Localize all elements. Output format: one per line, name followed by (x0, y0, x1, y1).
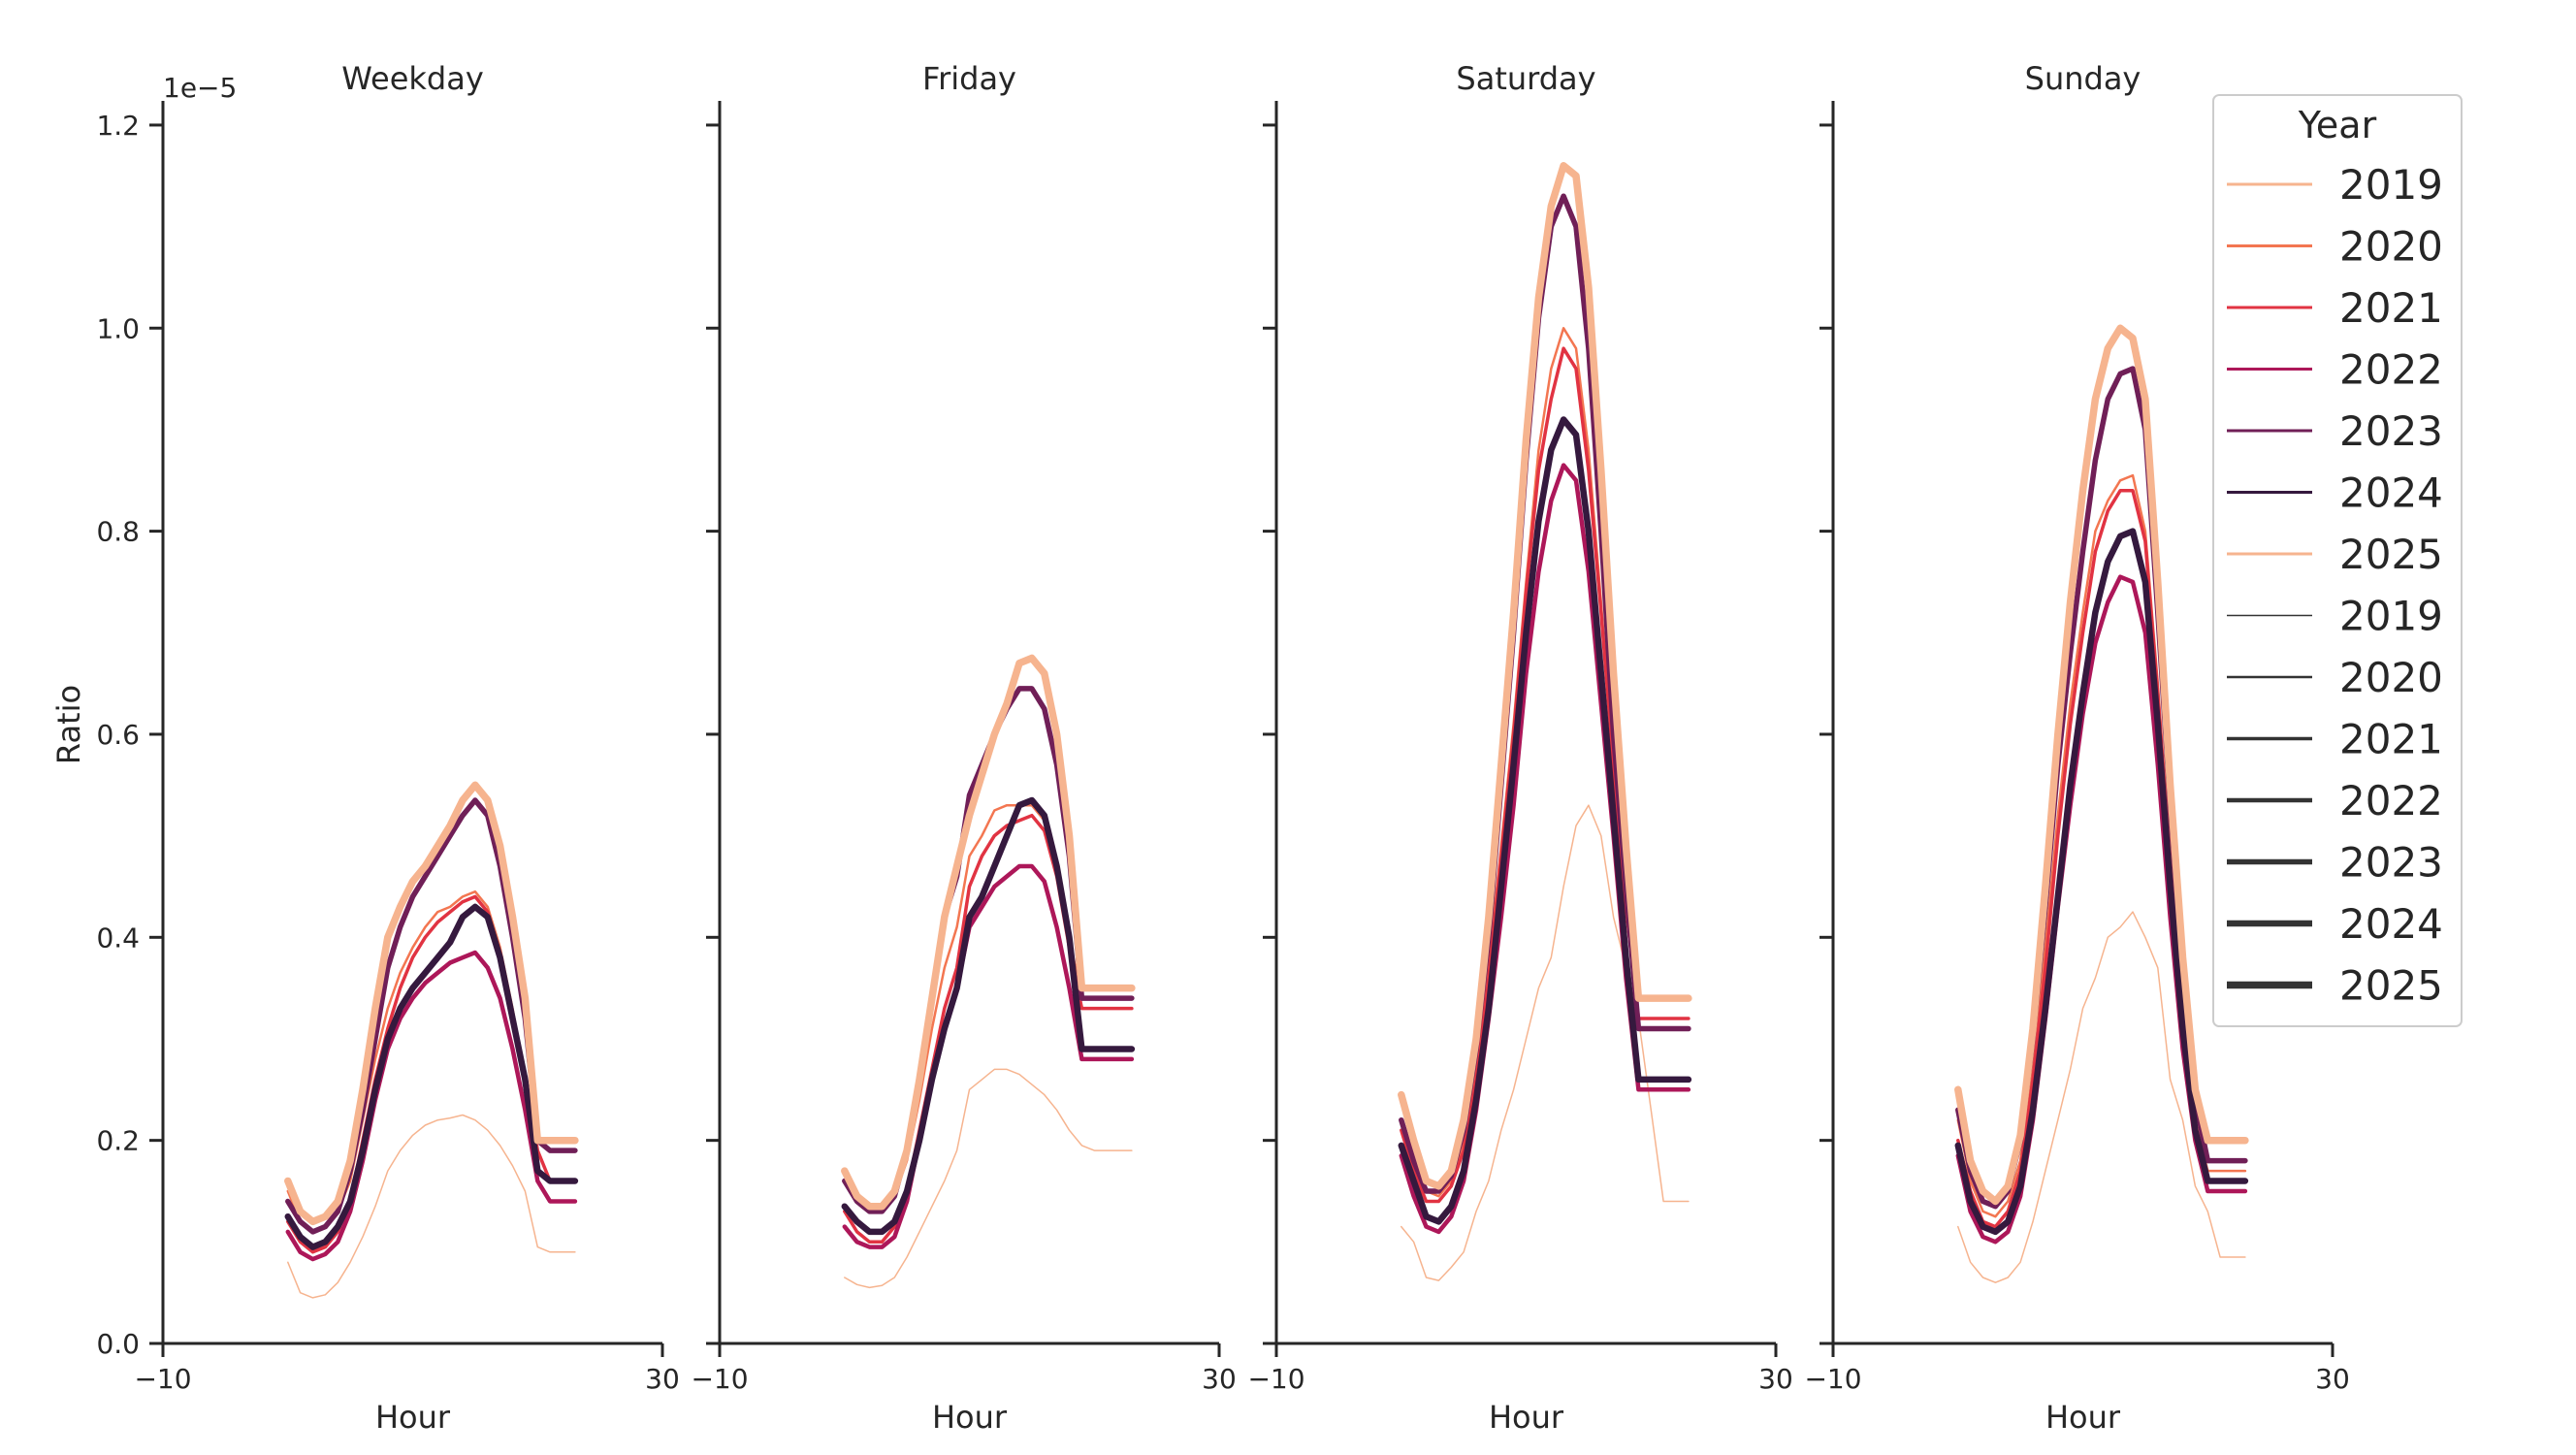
series-line-2022 (1399, 463, 1691, 1235)
y-tick-label: 0.8 (96, 516, 140, 548)
series-line-2019 (287, 1114, 576, 1299)
panel-title: Sunday (2025, 60, 2141, 97)
legend-label: 2025 (2339, 531, 2443, 578)
legend-label: 2020 (2339, 654, 2443, 701)
legend-item-2024: 2024 (2227, 469, 2443, 517)
x-tick-label: −10 (1247, 1363, 1304, 1395)
panel-saturday: Saturday −10 30 Hour (1247, 60, 1792, 1436)
legend-item-2019: 2019 (2227, 593, 2443, 640)
series-line-2024 (284, 903, 579, 1250)
legend-item-2022: 2022 (2227, 777, 2443, 824)
series-line-2023 (842, 686, 1135, 1214)
legend-item-2022: 2022 (2227, 346, 2443, 394)
legend-label: 2023 (2339, 839, 2443, 887)
legend-item-2023: 2023 (2227, 407, 2443, 455)
panel-title: Saturday (1456, 60, 1595, 97)
series-line-2019 (844, 1068, 1133, 1289)
legend-label: 2023 (2339, 407, 2443, 455)
x-tick-label: −10 (134, 1363, 191, 1395)
y-tick-label: 1.0 (96, 312, 140, 344)
x-axis-label: Hour (1489, 1399, 1564, 1436)
series-line-2024 (1954, 528, 2249, 1236)
legend-label: 2019 (2339, 161, 2443, 209)
x-tick-label: 30 (1758, 1363, 1793, 1395)
series-line-2023 (1399, 193, 1691, 1194)
panel-weekday: Weekday 0.0 0.2 0.4 0.6 0.8 1.0 1.2 −10 30 Hour (96, 60, 679, 1436)
x-tick-label: −10 (1804, 1363, 1861, 1395)
y-axis-scale-label: 1e−5 (163, 72, 237, 104)
legend-item-2025: 2025 (2227, 531, 2443, 578)
panel-title: Weekday (341, 60, 484, 97)
legend-label: 2021 (2339, 716, 2443, 763)
legend-title: Year (2298, 104, 2377, 146)
y-tick-label: 0.4 (96, 922, 140, 954)
y-tick-label: 0.0 (96, 1328, 140, 1360)
legend-label: 2022 (2339, 346, 2443, 394)
series-line-2019 (1957, 911, 2246, 1283)
legend-label: 2024 (2339, 469, 2443, 517)
x-tick-label: 30 (645, 1363, 680, 1395)
series-line-2025 (841, 654, 1136, 1211)
legend-item-2021: 2021 (2227, 284, 2443, 332)
legend: Year 2019 2020 2021 2022 2023 2024 2025 2019 2020… (2212, 94, 2463, 1027)
series-line-2022 (842, 863, 1135, 1249)
series-line-2024 (1398, 416, 1692, 1225)
legend-label: 2020 (2339, 223, 2443, 271)
series-line-2023 (1955, 366, 2248, 1210)
panel-title: Friday (922, 60, 1016, 97)
x-axis-label: Hour (2045, 1399, 2121, 1436)
y-tick-label: 1.2 (96, 110, 140, 142)
legend-item-2020: 2020 (2227, 654, 2443, 701)
series-line-2023 (285, 797, 578, 1235)
series-line-2025 (1954, 324, 2249, 1206)
x-axis-label: Hour (932, 1399, 1008, 1436)
series-line-2022 (285, 950, 578, 1262)
x-tick-label: 30 (1202, 1363, 1237, 1395)
panel-sunday: Sunday −10 30 Hour (1804, 60, 2349, 1436)
legend-item-2024: 2024 (2227, 900, 2443, 948)
legend-label: 2019 (2339, 593, 2443, 640)
series-line-2024 (841, 796, 1136, 1236)
legend-item-2025: 2025 (2227, 962, 2443, 1010)
legend-label: 2024 (2339, 900, 2443, 948)
series-line-2025 (284, 781, 579, 1226)
panel-friday: Friday −10 30 Hour (691, 60, 1236, 1436)
series-line-2025 (1398, 162, 1692, 1190)
y-tick-label: 0.6 (96, 719, 140, 751)
legend-item-2019: 2019 (2227, 161, 2443, 209)
legend-frame (2212, 94, 2463, 1027)
legend-label: 2021 (2339, 284, 2443, 332)
y-axis-label: Ratio (50, 685, 87, 764)
legend-item-2020: 2020 (2227, 223, 2443, 271)
legend-item-2021: 2021 (2227, 716, 2443, 763)
y-tick-label: 0.2 (96, 1125, 140, 1157)
x-axis-label: Hour (375, 1399, 451, 1436)
x-tick-label: 30 (2315, 1363, 2350, 1395)
x-tick-label: −10 (691, 1363, 748, 1395)
series-line-2021 (1400, 346, 1690, 1204)
legend-item-2023: 2023 (2227, 839, 2443, 887)
legend-label: 2022 (2339, 777, 2443, 824)
series-line-2021 (843, 813, 1134, 1245)
series-line-2019 (1401, 804, 1690, 1281)
legend-label: 2025 (2339, 962, 2443, 1010)
